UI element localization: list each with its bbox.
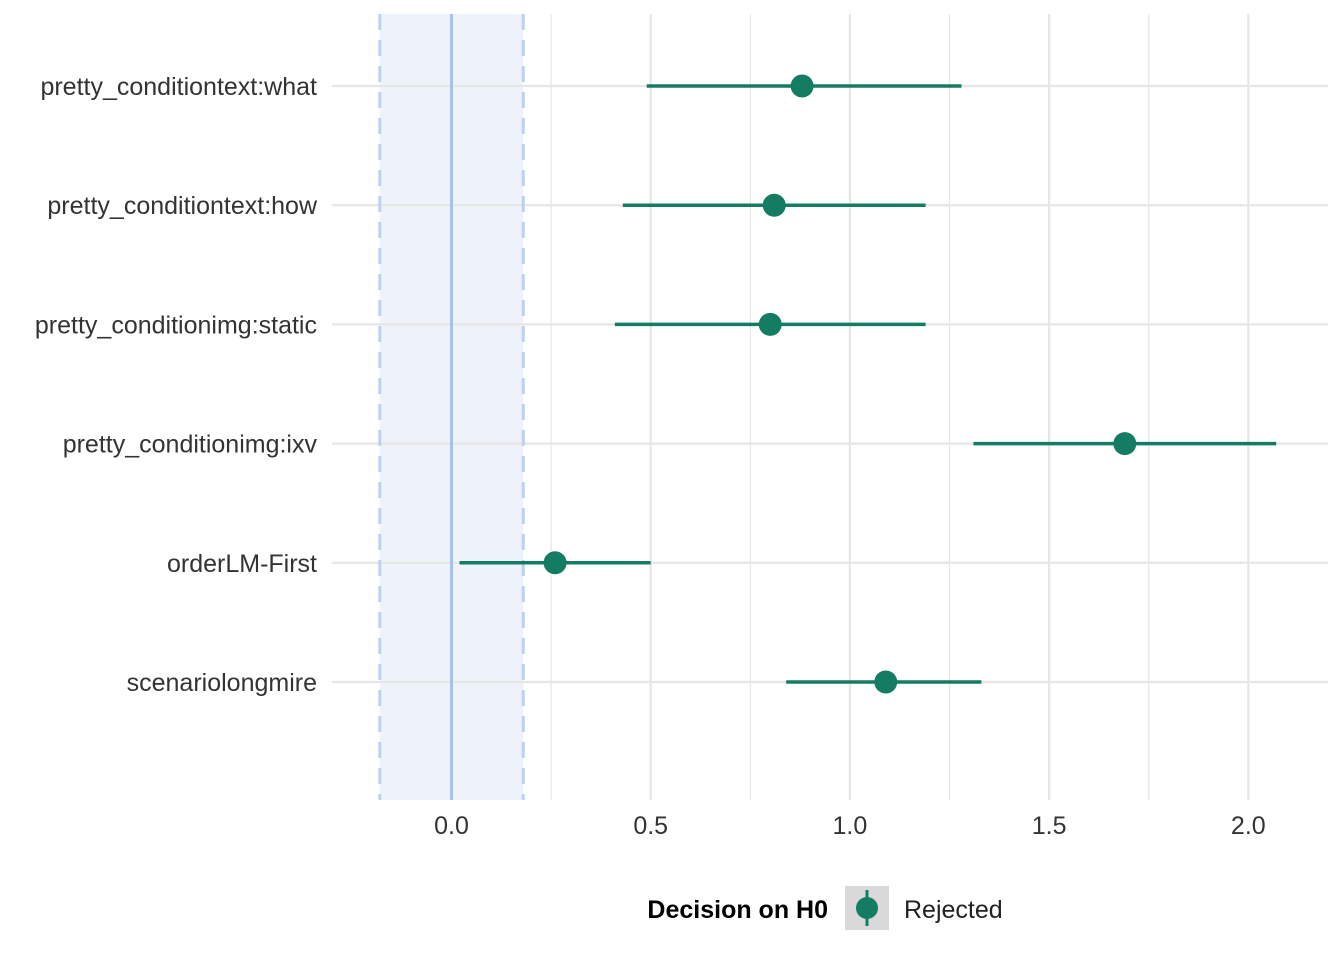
y-tick-label: scenariolongmire (127, 669, 317, 697)
legend-title: Decision on H0 (647, 896, 828, 924)
estimate-point (1113, 432, 1137, 456)
estimate-point (758, 312, 782, 336)
estimate-point (790, 74, 814, 98)
legend-entry-rejected: Rejected (904, 896, 1003, 924)
y-axis-labels: pretty_conditiontext:what pretty_conditio… (35, 73, 318, 697)
x-tick-label: 0.0 (434, 812, 469, 840)
reference-line (378, 14, 525, 800)
x-axis-labels: 0.0 0.5 1.0 1.5 2.0 (434, 812, 1266, 840)
y-tick-label: pretty_conditiontext:what (40, 73, 317, 101)
legend: Decision on H0 Rejected (647, 886, 1003, 930)
y-tick-label: pretty_conditiontext:how (47, 192, 318, 220)
x-tick-label: 2.0 (1231, 812, 1266, 840)
x-tick-label: 1.0 (833, 812, 868, 840)
estimate-point (543, 551, 567, 575)
estimate-point (874, 670, 898, 694)
estimate-point (762, 193, 786, 217)
x-tick-label: 1.5 (1032, 812, 1067, 840)
y-tick-label: pretty_conditionimg:static (35, 311, 317, 339)
point-ranges (459, 74, 1277, 694)
y-tick-label: pretty_conditionimg:ixv (63, 431, 318, 459)
x-tick-label: 0.5 (633, 812, 668, 840)
y-tick-label: orderLM-First (167, 550, 317, 578)
legend-key-point (856, 897, 878, 919)
